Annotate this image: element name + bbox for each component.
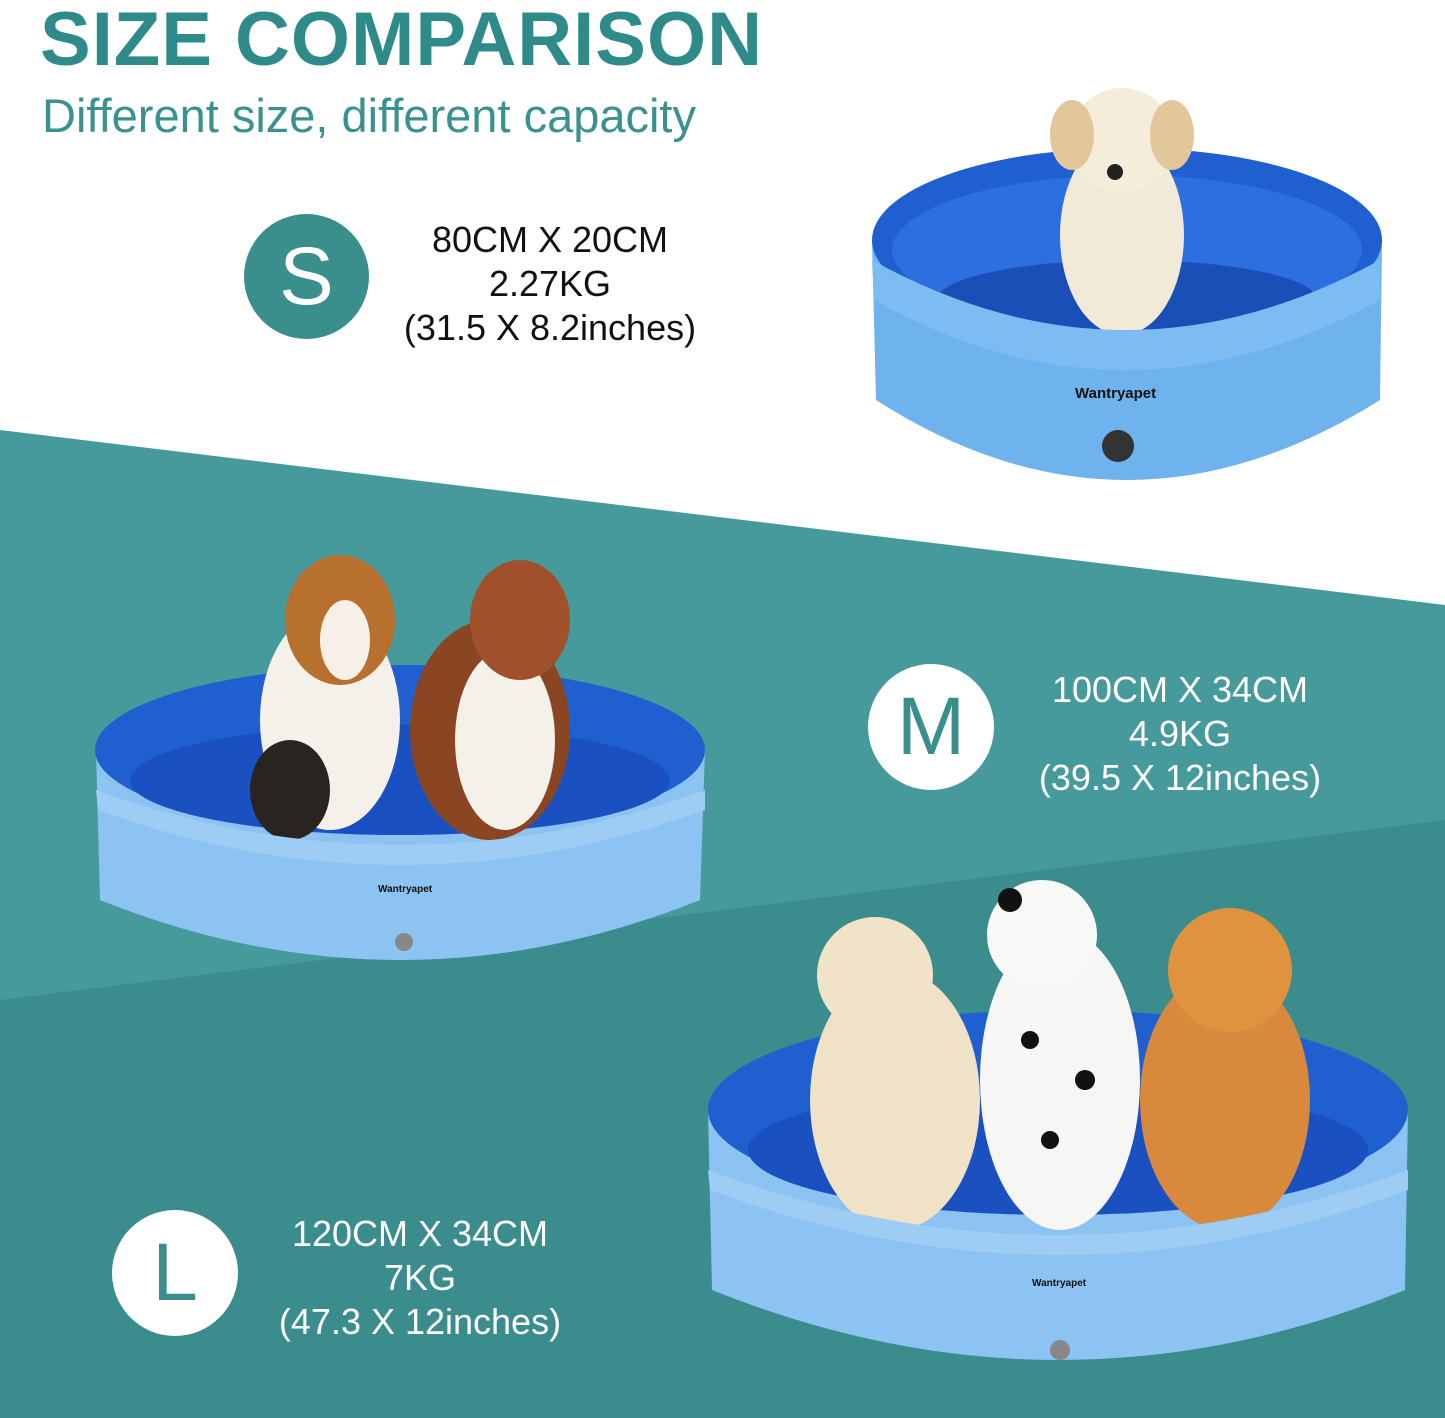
page-subtitle: Different size, different capacity xyxy=(42,89,696,142)
brand-logo-medium: Wantryapet xyxy=(378,884,433,895)
size-badge-m: M xyxy=(868,664,994,790)
size-spec-m: 100CM X 34CM 4.9KG (39.5 X 12inches) xyxy=(1010,668,1350,800)
large-pool-image xyxy=(708,880,1408,1360)
dimensions: 120CM X 34CM xyxy=(291,1213,549,1254)
small-pool-image xyxy=(872,88,1382,480)
inches: (39.5 X 12inches) xyxy=(1038,757,1322,798)
inches: (47.3 X 12inches) xyxy=(278,1301,562,1342)
dimensions: 100CM X 34CM xyxy=(1051,669,1309,710)
weight: 7KG xyxy=(383,1257,457,1298)
brand-logo-small: Wantryapet xyxy=(1075,385,1157,402)
size-spec-s: 80CM X 20CM 2.27KG (31.5 X 8.2inches) xyxy=(380,218,720,350)
weight: 4.9KG xyxy=(1128,713,1232,754)
dimensions: 80CM X 20CM xyxy=(431,219,669,260)
size-spec-l: 120CM X 34CM 7KG (47.3 X 12inches) xyxy=(250,1212,590,1344)
page-title: SIZE COMPARISON xyxy=(40,0,763,82)
brand-logo-large: Wantryapet xyxy=(1032,1278,1087,1289)
weight: 2.27KG xyxy=(488,263,612,304)
medium-pool-image xyxy=(95,555,705,960)
inches: (31.5 X 8.2inches) xyxy=(403,307,697,348)
size-badge-s: S xyxy=(244,214,369,339)
size-badge-l: L xyxy=(112,1210,238,1336)
